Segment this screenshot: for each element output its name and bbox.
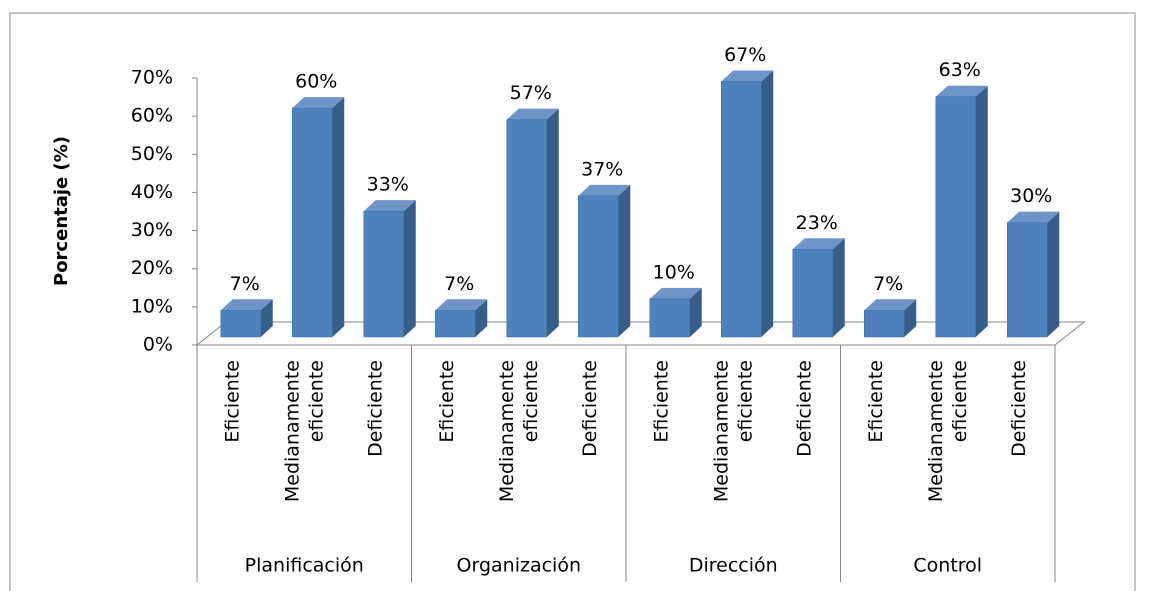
chart-frame [9,12,1136,591]
bar-side [618,184,631,337]
x-tick-label: Eficiente [221,360,243,443]
y-tick-label: 40% [131,181,173,203]
bar [435,310,476,338]
bar-side [546,108,559,337]
y-tick-label: 20% [131,257,173,279]
x-tick-label: Eficiente [650,360,672,443]
bar-top [792,238,845,250]
bar-top [435,299,488,311]
floor [195,321,1086,346]
value-label: 67% [724,44,766,66]
bar-side [904,299,917,337]
y-tick-label: 10% [131,295,173,317]
bar-top [506,108,559,120]
bar-side [1047,211,1060,337]
value-label: 37% [581,158,623,180]
bar-top [220,299,273,311]
value-label: 10% [653,261,695,283]
value-label: 33% [367,174,409,196]
group-label: Control [913,555,982,577]
group-label: Organización [457,555,581,577]
bar [935,96,976,338]
bar-side [260,299,273,337]
x-tick-label: Eficiente [865,360,887,443]
y-tick-label: 30% [131,219,173,241]
bar-top [578,184,631,196]
y-tick-label: 0% [143,334,173,356]
x-tick-label: Medianamente eficiente [495,360,541,502]
group-label: Dirección [689,555,778,577]
bar [864,310,905,338]
bar-side [475,299,488,337]
x-tick-label: Medianamente eficiente [281,360,327,502]
value-label: 7% [873,273,903,295]
x-tick-label: Deficiente [793,360,815,457]
bar [578,195,619,338]
bar [292,107,333,338]
bar-top [292,97,345,109]
x-tick-label: Deficiente [364,360,386,457]
x-tick-label: Deficiente [579,360,601,457]
y-tick-label: 60% [131,105,173,127]
bar-top [363,200,416,212]
bar [1007,222,1048,338]
bar [220,310,261,338]
group-label: Planificación [245,555,364,577]
bar-side [403,200,416,337]
value-label: 7% [230,273,260,295]
bar [363,210,404,338]
value-label: 60% [295,71,337,93]
y-tick-label: 70% [131,67,173,89]
bar-top [864,299,917,311]
value-label: 30% [1010,185,1052,207]
x-tick-label: Medianamente eficiente [710,360,756,502]
bar-top [1007,211,1060,223]
x-tick-label: Deficiente [1008,360,1030,457]
bar [792,249,833,338]
bar-side [975,85,988,337]
value-label: 23% [796,212,838,234]
value-label: 63% [939,59,981,81]
bar-top [721,70,774,82]
bar [649,298,690,338]
x-tick-label: Eficiente [436,360,458,443]
value-label: 7% [444,273,474,295]
bar [506,119,547,338]
x-tick-label: Medianamente eficiente [924,360,970,502]
y-tick-label: 50% [131,143,173,165]
value-label: 57% [510,82,552,104]
bar-top [935,85,988,97]
bar [721,81,762,338]
bar-side [332,97,345,338]
bar-side [689,287,702,337]
y-axis-label: Porcentaje (%) [51,136,72,286]
bar-side [832,238,845,337]
bar-side [761,70,774,337]
bar-top [649,287,702,299]
